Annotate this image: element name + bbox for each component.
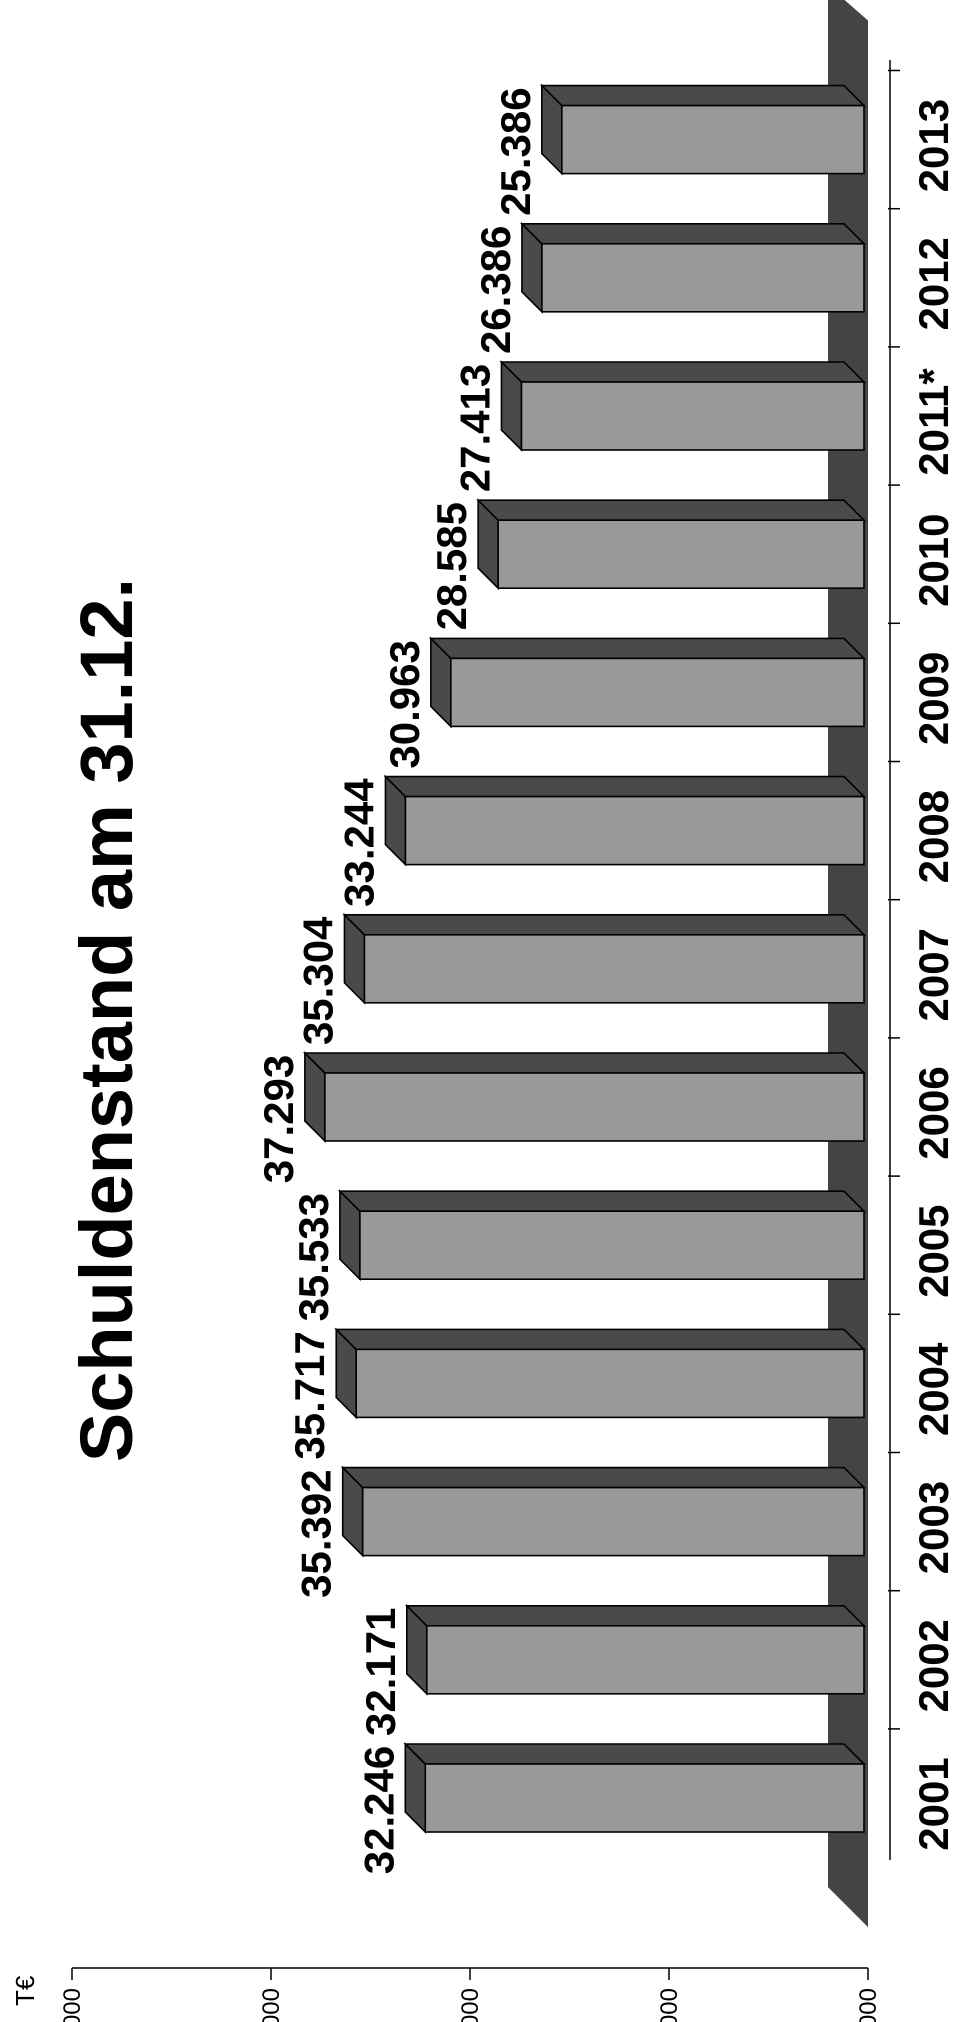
bar-front-face <box>497 519 865 590</box>
category-label: 2003 <box>910 1481 957 1574</box>
category-label: 2007 <box>910 928 957 1021</box>
bar-side-face <box>404 1605 866 1627</box>
category-label: 2012 <box>910 237 957 330</box>
bar-front-face <box>361 1486 865 1557</box>
bar-value-label: 32.171 <box>357 1608 404 1736</box>
bar-side-face <box>519 223 866 245</box>
value-tick-label: 20.000 <box>656 1988 683 2022</box>
bar-front-face <box>541 243 865 313</box>
bar-value-label: 32.246 <box>355 1746 402 1874</box>
category-label: 2010 <box>910 513 957 606</box>
bar: 35.717 <box>286 1327 866 1460</box>
bar-value-label: 30.963 <box>381 640 428 768</box>
bar-front-face <box>355 1348 865 1419</box>
bar-value-label: 35.717 <box>286 1331 333 1459</box>
bar-side-face <box>334 1328 866 1351</box>
bar: 28.585 <box>428 498 866 630</box>
category-label: 2005 <box>910 1204 957 1297</box>
bar-value-label: 35.533 <box>290 1193 337 1321</box>
value-tick-label: 40.000 <box>258 1988 285 2022</box>
category-label: 2011* <box>910 368 957 476</box>
bar: 33.244 <box>335 774 866 907</box>
value-axis-ticks: 10.000 20.000 30.000 40.000 50.000 <box>59 1968 882 2022</box>
bar-value-label: 33.244 <box>335 778 382 907</box>
bar-value-label: 35.304 <box>294 916 341 1045</box>
category-label: 2006 <box>910 1066 957 1159</box>
bar-value-label: 28.585 <box>428 502 475 630</box>
bar-front-face <box>561 104 865 175</box>
value-tick-label: 50.000 <box>59 1988 86 2022</box>
bar-side-face <box>539 84 866 107</box>
bar: 37.293 <box>255 1051 866 1183</box>
category-label: 2001 <box>910 1757 957 1850</box>
bar: 32.246 <box>355 1742 866 1874</box>
category-label: 2004 <box>910 1342 957 1436</box>
bar-front-face <box>359 1210 865 1280</box>
unit-label: T€ <box>10 1975 40 2006</box>
bar-side-face <box>302 1052 866 1074</box>
bar-side-face <box>337 1190 866 1212</box>
bar-side-face <box>499 361 866 383</box>
value-tick-label: 10.000 <box>855 1988 882 2022</box>
bar-side-face <box>476 499 866 522</box>
bar-side-face <box>383 775 866 798</box>
category-label: 2013 <box>910 99 957 192</box>
bar: 35.533 <box>290 1189 866 1321</box>
bar-front-face <box>324 1072 865 1142</box>
bar-value-label: 25.386 <box>492 87 539 215</box>
category-label: 2002 <box>910 1619 957 1712</box>
bar: 30.963 <box>381 636 866 769</box>
category-label: 2008 <box>910 790 957 883</box>
bar-side-face <box>340 1466 866 1489</box>
category-axis: 2001 2002 2003 2004 2005 2006 2007 2008 2009 2010… <box>888 60 957 1860</box>
category-label: 2009 <box>910 652 957 745</box>
bar-value-label: 26.386 <box>472 226 519 354</box>
bar-value-label: 37.293 <box>255 1055 302 1183</box>
bar-front-face <box>424 1763 865 1833</box>
bar-front-face <box>520 381 865 451</box>
bar: 35.304 <box>294 912 866 1045</box>
bar-front-face <box>363 933 865 1004</box>
bar: 26.386 <box>472 221 866 354</box>
bar-front-face <box>404 795 865 866</box>
bar: 27.413 <box>451 360 866 492</box>
bar-front-face <box>450 657 865 728</box>
bar: 32.171 <box>357 1603 866 1736</box>
bar: 35.392 <box>293 1465 866 1598</box>
bar: 25.386 <box>492 83 866 216</box>
bar-value-label: 27.413 <box>451 364 498 492</box>
bar-side-face <box>403 1743 866 1765</box>
chart-title: Schuldenstand am 31.12. <box>65 578 148 1462</box>
bar-side-face <box>428 637 866 660</box>
value-tick-label: 30.000 <box>457 1988 484 2022</box>
bars: 32.246 32.171 35.392 35.717 35.533 37.293 35.3… <box>255 83 866 1874</box>
bar-side-face <box>342 913 866 936</box>
bar-value-label: 35.392 <box>293 1469 340 1597</box>
bar-front-face <box>425 1625 865 1695</box>
